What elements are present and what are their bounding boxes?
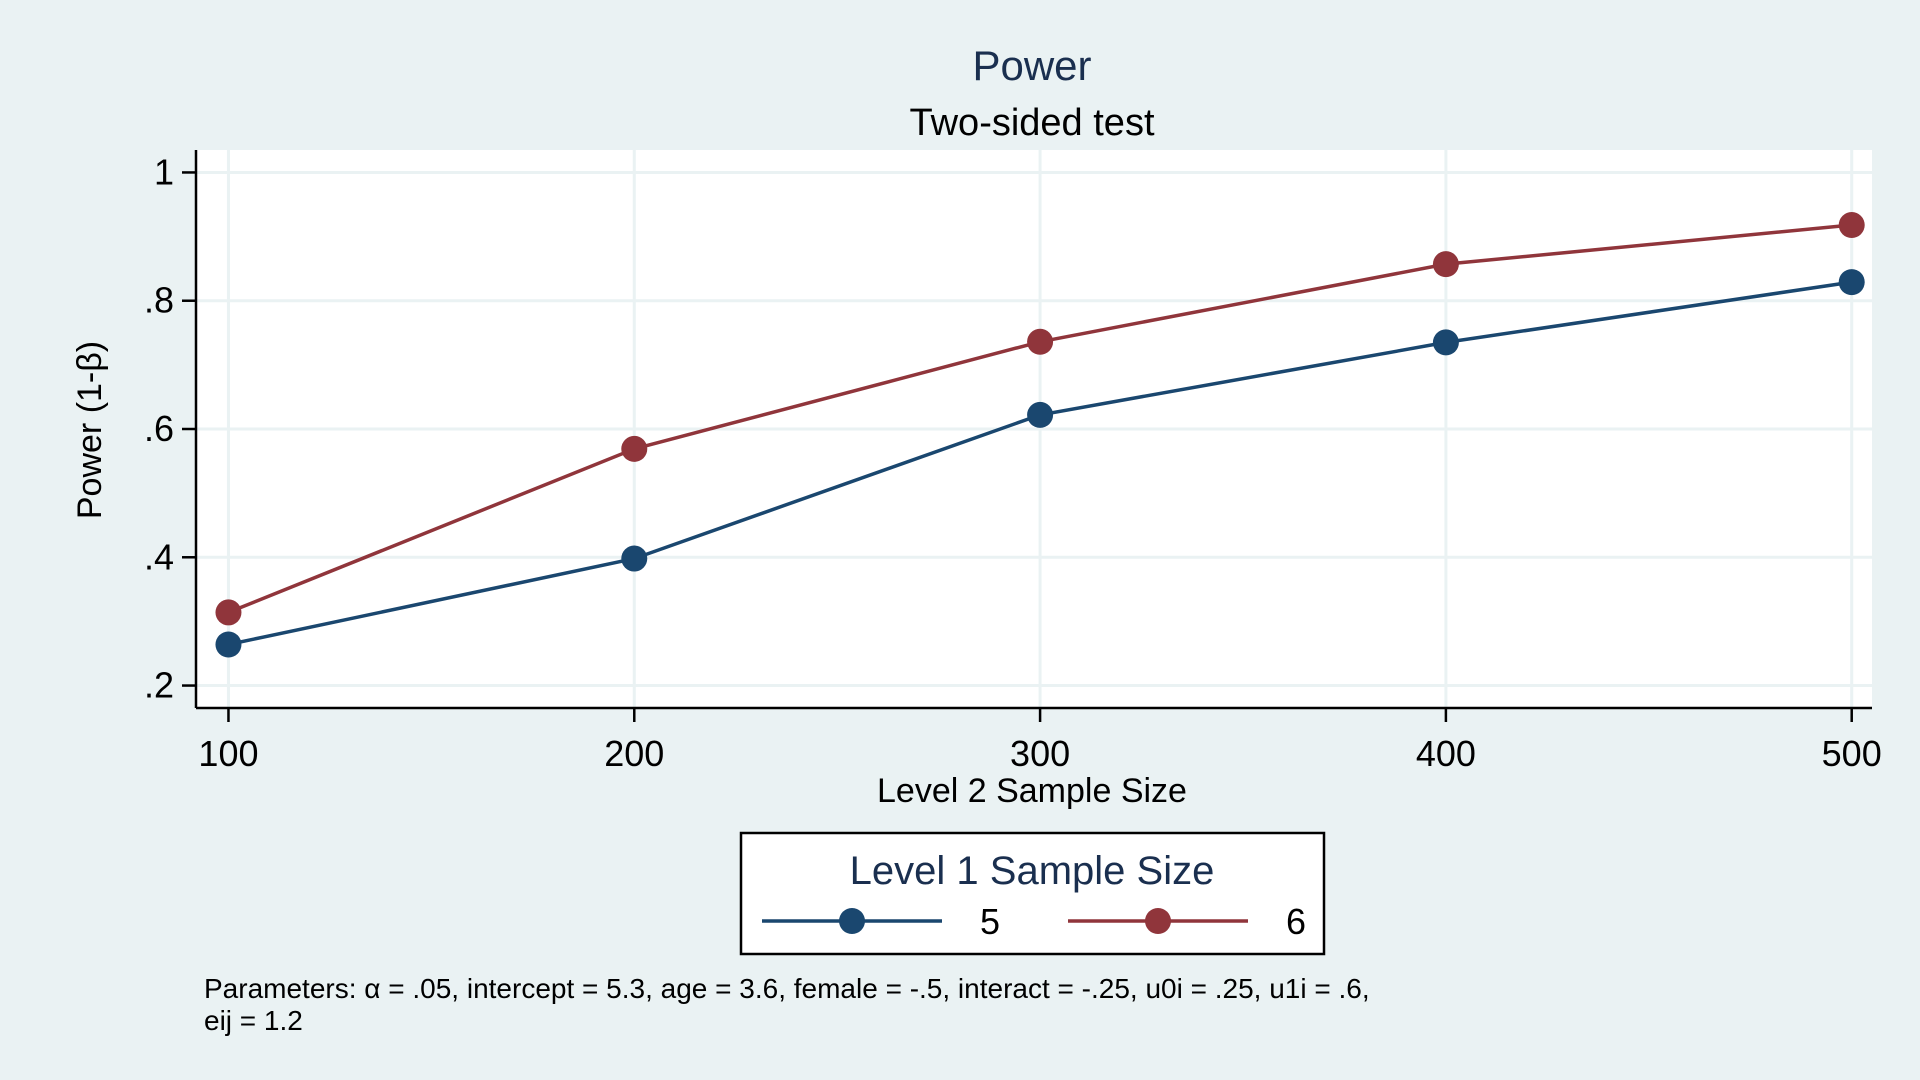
x-tick-label: 500 (1822, 733, 1882, 774)
data-point-series-5 (1027, 401, 1054, 428)
data-point-series-6 (1432, 251, 1459, 278)
data-point-series-6 (621, 435, 648, 462)
series-lines (215, 212, 1865, 658)
grid-lines (196, 150, 1872, 708)
y-tick-label: .6 (144, 408, 174, 449)
chart-title: Power (972, 42, 1091, 89)
data-point-series-6 (1838, 212, 1865, 239)
y-tick-label: .2 (144, 665, 174, 706)
legend: Level 1 Sample Size 5 6 (739, 831, 1326, 956)
legend-marker-5 (839, 908, 865, 934)
legend-label-6: 6 (1286, 901, 1306, 942)
legend-title: Level 1 Sample Size (850, 849, 1215, 893)
axes: 100 200 300 400 500 .2 .4 .6 .8 1 (144, 150, 1882, 774)
x-tick-label: 300 (1010, 733, 1070, 774)
data-point-series-5 (1838, 269, 1865, 296)
data-point-series-5 (215, 631, 242, 658)
legend-marker-6 (1145, 908, 1171, 934)
y-tick-label: 1 (154, 151, 174, 192)
x-tick-label: 100 (198, 733, 258, 774)
y-tick-label: .4 (144, 536, 174, 577)
legend-label-5: 5 (980, 901, 1000, 942)
data-point-series-6 (215, 599, 242, 626)
data-point-series-6 (1027, 328, 1054, 355)
data-point-series-5 (621, 545, 648, 572)
parameters-note-line-2: eij = 1.2 (204, 1005, 303, 1036)
y-axis-label: Power (1-β) (71, 341, 109, 519)
parameters-note-line-1: Parameters: α = .05, intercept = 5.3, ag… (204, 973, 1370, 1004)
x-tick-label: 400 (1416, 733, 1476, 774)
x-axis-label: Level 2 Sample Size (877, 772, 1187, 810)
y-tick-label: .8 (144, 280, 174, 321)
data-point-series-5 (1432, 329, 1459, 356)
chart-subtitle: Two-sided test (910, 102, 1155, 144)
legend-box (739, 831, 1326, 956)
x-tick-label: 200 (604, 733, 664, 774)
